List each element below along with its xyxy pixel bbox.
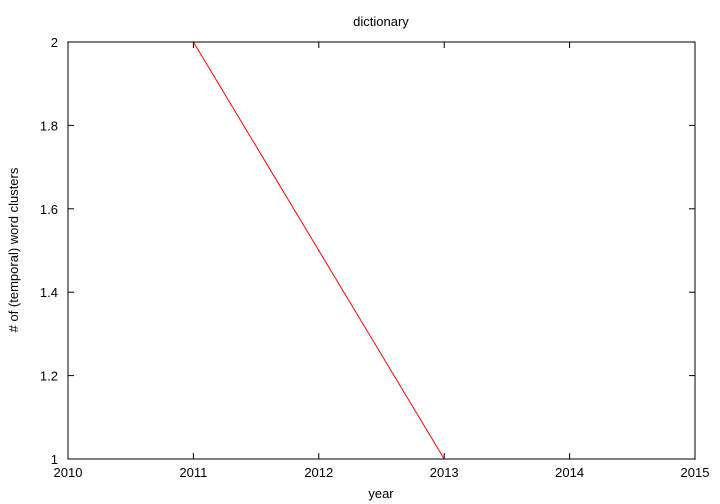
- y-tick-label: 1.6: [40, 202, 58, 217]
- axis-ticks: 2010 2011 2012 2013 2014 2015 1 1.2 1.4 1.6 1.8 2: [40, 35, 710, 480]
- y-tick-label: 1.8: [40, 118, 58, 133]
- x-tick-label: 2014: [555, 465, 584, 480]
- y-tick-label: 1.4: [40, 285, 58, 300]
- x-axis-label: year: [368, 486, 394, 501]
- series-line: [68, 41, 695, 460]
- x-tick-label: 2015: [681, 465, 710, 480]
- y-tick-label: 1: [51, 452, 58, 467]
- x-tick-label: 2010: [54, 465, 83, 480]
- x-tick-label: 2011: [179, 465, 207, 480]
- x-tick-label: 2012: [304, 465, 333, 480]
- plot-frame: [67, 41, 696, 460]
- y-tick-label: 1.2: [40, 369, 58, 384]
- y-tick-label: 2: [51, 35, 58, 50]
- chart-title: dictionary: [353, 14, 409, 29]
- x-tick-label: 2013: [430, 465, 459, 480]
- y-axis-label: # of (temporal) word clusters: [6, 167, 21, 332]
- series-layer: [67, 41, 696, 460]
- data-point: [318, 249, 320, 252]
